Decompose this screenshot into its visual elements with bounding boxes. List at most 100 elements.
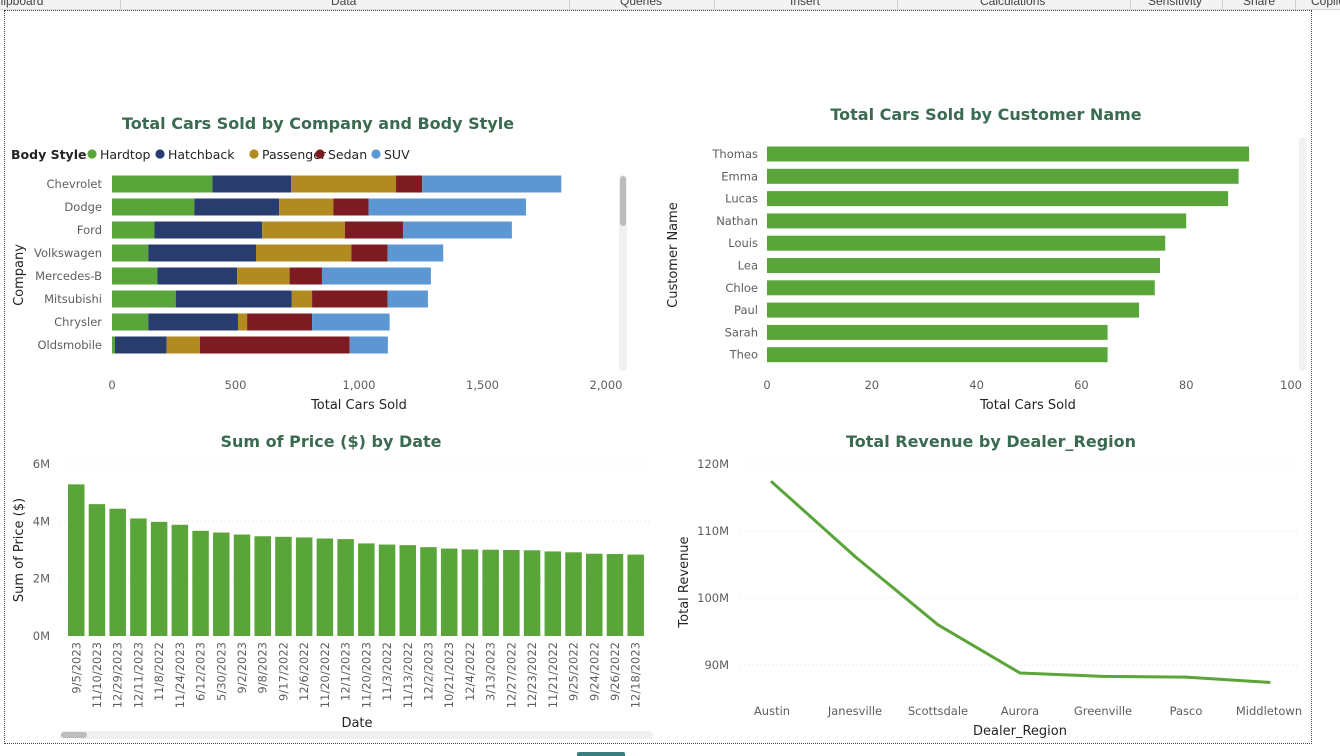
bar[interactable] [767, 235, 1166, 251]
legend[interactable]: Body Style Hardtop Hatchback Passenger Seda… [11, 147, 410, 162]
bar-segment[interactable] [256, 244, 352, 262]
bar-segment[interactable] [175, 290, 292, 308]
bar-segment[interactable] [247, 313, 313, 331]
bar-segment[interactable] [237, 267, 290, 285]
bar[interactable] [523, 550, 541, 636]
bar[interactable] [109, 508, 126, 636]
bar[interactable] [565, 552, 582, 636]
legend-label[interactable]: SUV [384, 147, 410, 162]
bar[interactable] [767, 146, 1250, 162]
bar-segment[interactable] [112, 313, 149, 331]
bar-segment[interactable] [312, 313, 390, 331]
bar-segment[interactable] [112, 267, 158, 285]
bar-segment[interactable] [112, 175, 213, 193]
bar-segment[interactable] [349, 336, 388, 354]
bar[interactable] [399, 545, 417, 636]
bar[interactable] [503, 550, 520, 636]
scrollbar-thumb[interactable] [620, 176, 626, 226]
bar-segment[interactable] [112, 290, 176, 308]
bar-segment[interactable] [212, 175, 292, 193]
bar[interactable] [767, 191, 1229, 207]
scrollbar-track[interactable] [1299, 137, 1307, 371]
bar-segment[interactable] [396, 175, 423, 193]
bar[interactable] [767, 168, 1239, 184]
bar[interactable] [461, 549, 479, 636]
legend-label[interactable]: Sedan [328, 147, 367, 162]
bar[interactable] [254, 536, 271, 636]
bar-segment[interactable] [402, 221, 512, 239]
legend-label[interactable]: Hardtop [100, 147, 150, 162]
bar[interactable] [213, 532, 230, 636]
bar-segment[interactable] [112, 244, 149, 262]
bar-segment[interactable] [237, 313, 248, 331]
bar[interactable] [767, 347, 1108, 363]
bar[interactable] [767, 258, 1160, 273]
bar[interactable] [316, 538, 334, 636]
bar-segment[interactable] [112, 336, 115, 354]
chart-company-body-style[interactable]: Total Cars Sold by Company and Body Styl… [11, 114, 627, 413]
bar[interactable] [68, 484, 85, 636]
bar-segment[interactable] [157, 267, 238, 285]
bar-segment[interactable] [351, 244, 388, 262]
bar[interactable] [88, 504, 106, 636]
page-tab-indicator[interactable] [577, 752, 625, 756]
ribbon-copilot[interactable]: Copilot [1311, 0, 1340, 8]
data-point[interactable] [770, 480, 774, 484]
legend-label[interactable]: Passenger [262, 147, 327, 162]
bar-segment[interactable] [114, 336, 167, 354]
bar-segment[interactable] [166, 336, 200, 354]
bar-segment[interactable] [289, 267, 322, 285]
chart-customer-name[interactable]: Total Cars Sold by Customer Name Thomas E… [666, 105, 1307, 413]
bar[interactable] [767, 213, 1187, 229]
bar[interactable] [378, 544, 396, 636]
bar[interactable] [586, 553, 603, 636]
data-point[interactable] [853, 554, 857, 558]
series-line[interactable] [770, 480, 1271, 684]
bar-segment[interactable] [199, 336, 350, 354]
bar[interactable] [233, 534, 251, 636]
ribbon-insert[interactable]: Insert [790, 0, 821, 8]
data-point[interactable] [1018, 671, 1022, 675]
ribbon-share[interactable]: Share [1243, 0, 1276, 8]
chart-revenue-by-region[interactable]: Total Revenue by Dealer_Region Austin Jan… [677, 432, 1302, 739]
bar[interactable] [420, 547, 437, 636]
bar-segment[interactable] [368, 198, 526, 216]
bar[interactable] [171, 524, 189, 636]
data-point[interactable] [1267, 680, 1271, 684]
data-point[interactable] [936, 623, 940, 627]
bar[interactable] [275, 536, 292, 636]
ribbon-data[interactable]: Data [331, 0, 357, 8]
bar-segment[interactable] [148, 244, 257, 262]
bar[interactable] [295, 537, 313, 636]
bar-segment[interactable] [333, 198, 369, 216]
bar[interactable] [192, 530, 209, 636]
scrollbar-track[interactable] [60, 731, 653, 739]
bar-segment[interactable] [387, 290, 428, 308]
bar[interactable] [767, 280, 1155, 296]
bar[interactable] [358, 543, 375, 636]
bar[interactable] [544, 551, 562, 636]
bar[interactable] [767, 324, 1108, 340]
legend-label[interactable]: Hatchback [168, 147, 235, 162]
bar-segment[interactable] [194, 198, 280, 216]
bar-segment[interactable] [112, 221, 155, 239]
bar[interactable] [767, 302, 1140, 318]
bar-segment[interactable] [291, 175, 397, 193]
bar-segment[interactable] [321, 267, 431, 285]
bar-segment[interactable] [154, 221, 263, 239]
bar[interactable] [606, 554, 624, 636]
data-point[interactable] [1101, 674, 1105, 678]
ribbon-sensitivity[interactable]: Sensitivity [1148, 0, 1203, 8]
bar-segment[interactable] [291, 290, 313, 308]
bar[interactable] [627, 554, 644, 636]
ribbon-calculations[interactable]: Calculations [980, 0, 1046, 8]
bar[interactable] [150, 521, 168, 636]
bar-segment[interactable] [279, 198, 334, 216]
bar[interactable] [130, 518, 147, 636]
bar-segment[interactable] [344, 221, 403, 239]
data-point[interactable] [1184, 675, 1188, 679]
ribbon-clipboard[interactable]: Clipboard [0, 0, 44, 8]
bar[interactable] [440, 548, 458, 636]
bar-segment[interactable] [148, 313, 238, 331]
scrollbar-thumb[interactable] [61, 732, 87, 738]
